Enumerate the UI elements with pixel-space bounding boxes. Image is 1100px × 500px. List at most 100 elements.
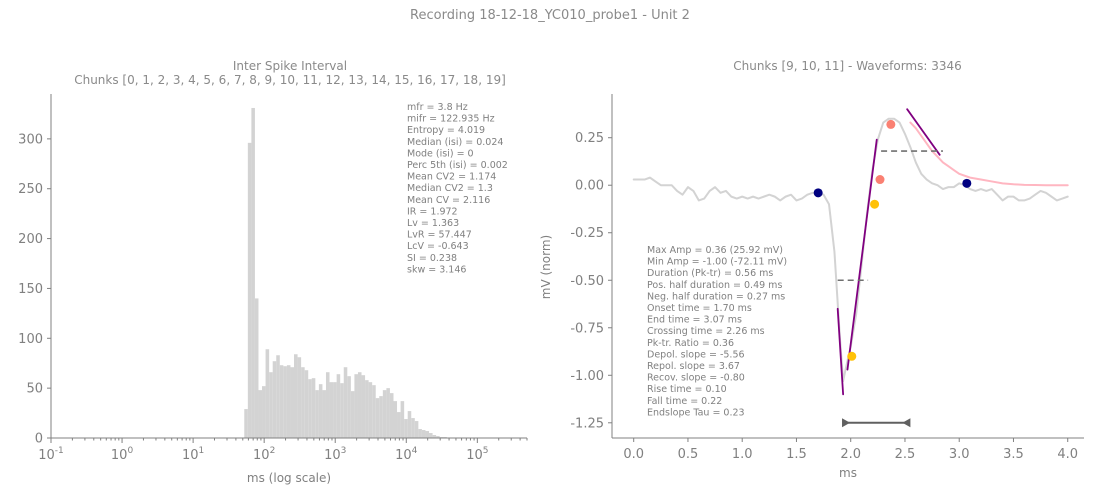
waveform-stats-line: Pk-tr. Ratio = 0.36 <box>647 338 734 349</box>
waveform-stats-line: Fall time = 0.22 <box>647 396 722 407</box>
waveform-y-tick-label: 0.25 <box>575 131 604 146</box>
waveform-y-tick-label: -0.25 <box>570 226 604 241</box>
isi-bar <box>251 107 255 439</box>
waveform-stats-line: Neg. half duration = 0.27 ms <box>647 291 785 302</box>
isi-y-tick-label: 300 <box>18 132 43 147</box>
isi-x-tick-label: 101 <box>182 446 204 463</box>
isi-bar <box>436 436 440 438</box>
isi-y-tick-label: 250 <box>18 182 43 197</box>
waveform-stats-line: Endslope Tau = 0.23 <box>647 407 745 418</box>
isi-bar <box>333 382 337 438</box>
waveform-y-axis-label: mV (norm) <box>539 235 553 299</box>
waveform-x-tick-label: 4.0 <box>1057 447 1078 462</box>
isi-bar <box>389 393 394 438</box>
isi-y-tick-label: 150 <box>18 282 43 297</box>
isi-y-tick-label: 200 <box>18 232 43 247</box>
isi-bar <box>315 390 319 438</box>
isi-bar <box>382 390 387 438</box>
waveform-stats-line: Rise time = 0.10 <box>647 384 727 395</box>
isi-y-tick-label: 100 <box>18 332 43 347</box>
isi-stats-line: Entropy = 4.019 <box>407 125 485 136</box>
waveform-fit-line <box>909 121 1069 187</box>
waveform-y-tick-label: 0.00 <box>575 179 604 194</box>
isi-bar <box>244 409 248 438</box>
isi-stats-line: Perc 5th (isi) = 0.002 <box>407 160 508 171</box>
isi-bar <box>272 361 277 438</box>
isi-bar <box>432 435 437 438</box>
isi-bar <box>421 430 426 438</box>
repolarization-slope-line <box>846 138 878 371</box>
waveform-stats-line: Recov. slope = -0.80 <box>647 373 745 384</box>
isi-bar <box>262 386 266 438</box>
isi-bar <box>368 382 373 438</box>
isi-bar <box>311 378 316 438</box>
waveform-marker <box>886 119 896 129</box>
waveform-y-tick-label: -1.00 <box>570 369 604 384</box>
isi-bar <box>429 433 433 438</box>
isi-bar <box>269 372 273 438</box>
isi-bar <box>340 383 344 438</box>
isi-bar <box>304 370 309 438</box>
waveform-y-tick-label: -1.25 <box>570 416 604 431</box>
isi-stats-line: mfr = 3.8 Hz <box>407 102 468 113</box>
recovery-slope-line <box>906 108 941 156</box>
isi-x-tick-label: 105 <box>466 446 488 463</box>
waveform-marker <box>870 199 880 209</box>
isi-x-tick-label: 10-1 <box>38 446 64 463</box>
waveform-axes: 0.25 0.00 -0.25 -0.50 -0.75 -1.00 -1.25 0.0 0.5 1… <box>539 94 1084 480</box>
isi-bar <box>318 384 323 438</box>
waveform-stats-line: Max Amp = 0.36 (25.92 mV) <box>647 245 783 256</box>
isi-title: Inter Spike Interval Chunks [0, 1, 2, 3,… <box>50 59 530 87</box>
isi-title-main: Inter Spike Interval <box>232 59 348 73</box>
waveform-title-main: Chunks [9, 10, 11] - Waveforms: 3346 <box>733 59 962 73</box>
isi-bar <box>418 429 422 438</box>
waveform-stats-line: Crossing time = 2.26 ms <box>647 326 765 337</box>
isi-x-tick-label: 100 <box>111 446 134 463</box>
isi-histogram-axes: 0 50 100 150 200 250 300 10-1 100 101 102 103 104 105… <box>18 94 528 485</box>
isi-x-axis-label: ms (log scale) <box>247 471 331 485</box>
isi-bar <box>265 349 270 438</box>
isi-bar <box>258 390 263 438</box>
isi-bar <box>308 379 312 438</box>
isi-bar <box>365 380 369 438</box>
isi-bar <box>325 372 330 438</box>
isi-bar <box>375 398 380 438</box>
waveform-stats-line: Duration (Pk-tr) = 0.56 ms <box>647 268 773 279</box>
isi-title-chunks: Chunks [0, 1, 2, 3, 4, 5, 6, 7, 8, 9, 10… <box>74 73 506 87</box>
isi-bar <box>294 354 298 438</box>
isi-bar <box>372 385 376 438</box>
waveform-title: Chunks [9, 10, 11] - Waveforms: 3346 <box>611 59 1084 73</box>
isi-stats-line: mifr = 122.935 Hz <box>407 114 495 125</box>
waveform-x-tick-label: 2.5 <box>895 447 916 462</box>
isi-bar <box>379 396 383 438</box>
waveform-y-tick-label: -0.75 <box>570 321 604 336</box>
waveform-x-tick-label: 1.0 <box>732 447 753 462</box>
isi-bar <box>407 411 412 438</box>
isi-bar <box>336 374 341 438</box>
isi-bar <box>290 367 295 438</box>
duration-arrow-right-head <box>902 418 911 428</box>
waveform-stats-line: Repol. slope = 3.67 <box>647 361 740 372</box>
waveform-x-tick-label: 1.5 <box>786 447 807 462</box>
isi-stats-line: LvR = 57.447 <box>407 230 472 241</box>
duration-arrow-left-head <box>842 418 851 428</box>
isi-bar <box>254 298 259 438</box>
isi-bar <box>414 421 419 438</box>
isi-stats-line: SI = 0.238 <box>407 253 457 264</box>
waveform-stats-line: Pos. half duration = 0.49 ms <box>647 280 782 291</box>
depolarization-slope-line <box>836 307 845 396</box>
figure-suptitle: Recording 18-12-18_YC010_probe1 - Unit 2 <box>410 8 690 23</box>
isi-bar <box>286 365 291 438</box>
waveform-stats-line: Depol. slope = -5.56 <box>647 349 745 360</box>
isi-stats-line: Mean CV2 = 1.174 <box>407 172 496 183</box>
isi-bar <box>347 376 351 438</box>
isi-y-tick-label: 50 <box>26 382 43 397</box>
isi-bar <box>279 365 284 438</box>
isi-x-tick-label: 104 <box>395 446 418 463</box>
isi-y-tick-label: 0 <box>35 432 43 447</box>
waveform-stats-line: Onset time = 1.70 ms <box>647 303 752 314</box>
isi-stats-line: skw = 3.146 <box>407 264 466 275</box>
isi-bar <box>343 367 348 438</box>
isi-bar <box>276 355 280 438</box>
